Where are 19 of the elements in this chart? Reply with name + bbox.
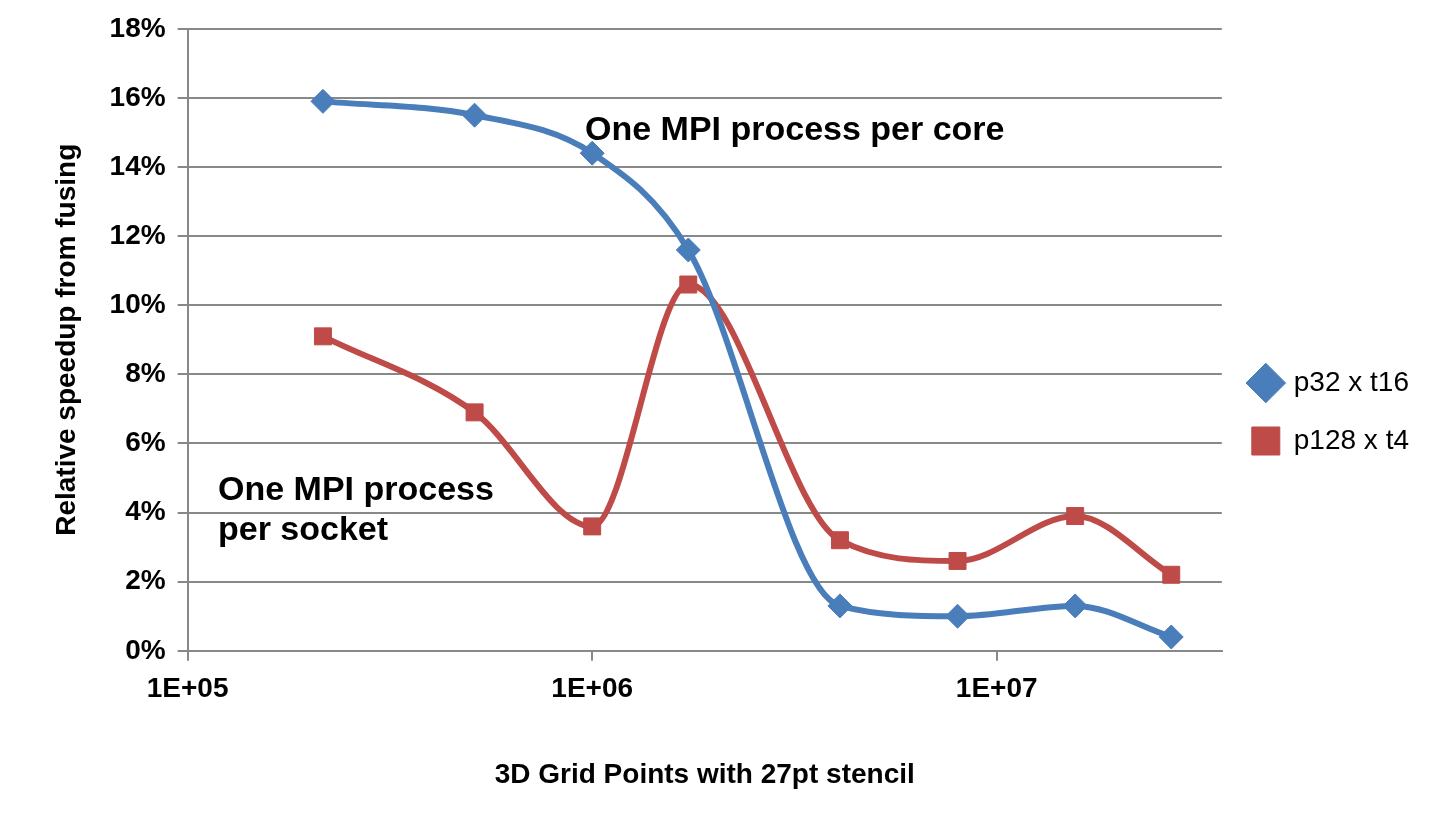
y-tick-label: 0% xyxy=(125,633,166,665)
legend-label: p128 x t4 xyxy=(1293,423,1409,455)
x-tick-label: 1E+05 xyxy=(146,672,229,704)
y-axis-title: Relative speedup from fusing xyxy=(49,143,81,536)
x-axis-title: 3D Grid Points with 27pt stencil xyxy=(494,757,915,789)
legend-label: p32 x t16 xyxy=(1293,365,1409,397)
annotation: One MPI process per socket xyxy=(218,469,494,547)
y-tick-label: 10% xyxy=(109,287,166,319)
annotation: One MPI process per core xyxy=(585,109,1005,147)
x-tick-label: 1E+06 xyxy=(551,672,634,704)
y-tick-label: 12% xyxy=(109,218,166,250)
y-tick-label: 2% xyxy=(125,564,166,596)
y-tick-label: 18% xyxy=(109,11,166,43)
y-tick-label: 14% xyxy=(109,149,166,181)
y-tick-label: 16% xyxy=(109,80,166,112)
x-tick-label: 1E+07 xyxy=(955,672,1038,704)
y-tick-label: 8% xyxy=(125,357,166,389)
y-tick-label: 4% xyxy=(125,495,166,527)
y-tick-label: 6% xyxy=(125,426,166,458)
